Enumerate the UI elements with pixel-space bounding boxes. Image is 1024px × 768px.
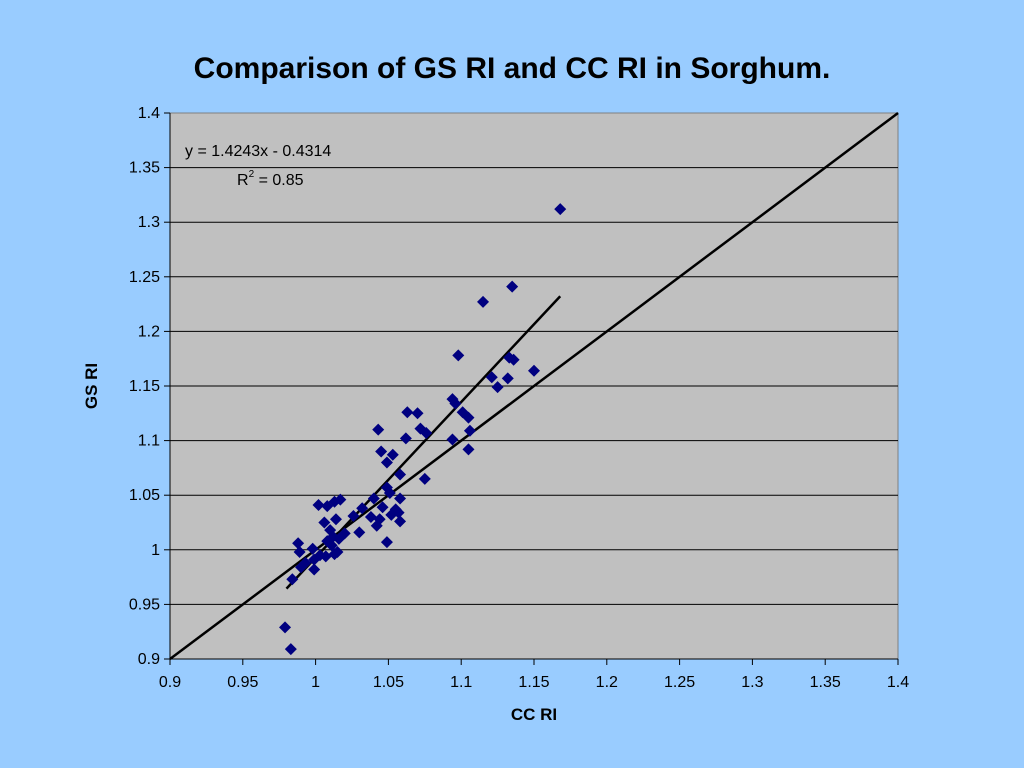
data-point-marker bbox=[292, 537, 305, 550]
data-point-marker bbox=[318, 516, 331, 529]
data-point-marker bbox=[477, 295, 490, 308]
data-point-marker bbox=[449, 397, 462, 410]
x-tick-label: 1.15 bbox=[518, 674, 549, 691]
r-squared-value: = 0.85 bbox=[254, 172, 303, 189]
x-tick-label: 1.35 bbox=[810, 674, 841, 691]
data-point-marker bbox=[321, 500, 334, 513]
data-point-marker bbox=[383, 487, 396, 500]
data-point-marker bbox=[308, 563, 321, 576]
r-squared-sup: 2 bbox=[249, 169, 255, 180]
data-point-marker bbox=[372, 423, 385, 436]
data-point-marker bbox=[329, 513, 342, 526]
data-point-marker bbox=[347, 509, 360, 522]
y-tick-label: 1.2 bbox=[138, 323, 160, 340]
data-point-marker bbox=[385, 508, 398, 521]
y-tick-label: 1.15 bbox=[129, 378, 160, 395]
r-squared-r: R bbox=[237, 172, 249, 189]
chart-title: Comparison of GS RI and CC RI in Sorghum… bbox=[194, 52, 831, 85]
data-point-marker bbox=[356, 502, 369, 515]
data-point-marker bbox=[394, 515, 407, 528]
y-tick-label: 1.25 bbox=[129, 269, 160, 286]
y-tick-label: 1.05 bbox=[129, 487, 160, 504]
x-tick-label: 1 bbox=[311, 674, 320, 691]
data-point-marker bbox=[485, 371, 498, 384]
gridlines bbox=[170, 167, 898, 605]
data-point-marker bbox=[353, 526, 366, 539]
r-squared-label: R2 = 0.85 bbox=[237, 169, 304, 189]
data-point-marker bbox=[375, 445, 388, 458]
data-point-marker bbox=[370, 519, 383, 532]
data-point-marker bbox=[394, 468, 407, 481]
data-point-marker bbox=[284, 643, 297, 656]
data-point-marker bbox=[386, 448, 399, 461]
data-point-marker bbox=[420, 426, 433, 439]
y-tick-label: 1.3 bbox=[138, 214, 160, 231]
data-point-marker bbox=[506, 280, 519, 293]
data-point-marker bbox=[491, 381, 504, 394]
data-point-marker bbox=[308, 553, 321, 566]
data-point-marker bbox=[411, 407, 424, 420]
x-tick-label: 1.05 bbox=[373, 674, 404, 691]
data-point-marker bbox=[364, 511, 377, 524]
data-point-marker bbox=[286, 573, 299, 586]
y-tick-label: 1.4 bbox=[138, 105, 160, 122]
data-point-marker bbox=[462, 411, 475, 424]
y-tick-label: 1 bbox=[151, 542, 160, 559]
x-tick-label: 1.4 bbox=[887, 674, 909, 691]
x-tick-label: 0.95 bbox=[227, 674, 258, 691]
reference-line bbox=[169, 112, 899, 660]
data-point-marker bbox=[380, 456, 393, 469]
data-point-marker bbox=[528, 364, 540, 377]
data-point-marker bbox=[312, 499, 325, 512]
x-tick-label: 1.3 bbox=[741, 674, 763, 691]
reference-line-group bbox=[169, 112, 899, 660]
data-point-marker bbox=[376, 501, 389, 514]
data-point-marker bbox=[367, 492, 380, 505]
data-point-marker bbox=[293, 545, 306, 558]
y-axis-label: GS RI bbox=[82, 363, 101, 409]
data-point-marker bbox=[399, 432, 412, 445]
data-point-marker bbox=[501, 372, 514, 385]
data-point-marker bbox=[418, 472, 431, 485]
x-tick-label: 1.2 bbox=[596, 674, 618, 691]
y-tick-label: 1.35 bbox=[129, 160, 160, 177]
y-tick-label: 0.9 bbox=[138, 651, 160, 668]
data-point-marker bbox=[279, 621, 292, 634]
trendline-equation: y = 1.4243x - 0.4314 bbox=[185, 143, 331, 160]
x-tick-label: 1.1 bbox=[450, 674, 472, 691]
y-tick-label: 1.1 bbox=[138, 433, 160, 450]
data-point-marker bbox=[380, 536, 393, 549]
x-axis-ticks: 0.9 0.95 1 1.05 1.1 1.15 1.2 1.25 1.3 1.35 1.4 bbox=[159, 659, 909, 691]
data-point-marker bbox=[401, 406, 414, 419]
data-point-marker bbox=[463, 424, 476, 437]
data-point-marker bbox=[328, 548, 341, 561]
data-point-marker bbox=[332, 532, 345, 545]
data-point-marker bbox=[295, 561, 308, 574]
x-tick-label: 1.25 bbox=[664, 674, 695, 691]
data-point-marker bbox=[554, 203, 567, 216]
data-point-marker bbox=[452, 349, 465, 362]
data-point-marker bbox=[446, 433, 459, 446]
x-axis-label: CC RI bbox=[511, 705, 557, 724]
y-tick-label: 0.95 bbox=[129, 596, 160, 613]
data-points bbox=[279, 203, 567, 656]
data-point-marker bbox=[507, 353, 520, 366]
data-point-marker bbox=[462, 443, 475, 456]
x-tick-label: 0.9 bbox=[159, 674, 181, 691]
data-point-marker bbox=[319, 550, 332, 563]
data-point-marker bbox=[394, 492, 407, 505]
data-point-marker bbox=[306, 542, 319, 555]
y-axis-ticks: 0.9 0.95 1 1.05 1.1 1.15 1.2 1.25 1.3 1.35 1.4 bbox=[129, 105, 170, 668]
